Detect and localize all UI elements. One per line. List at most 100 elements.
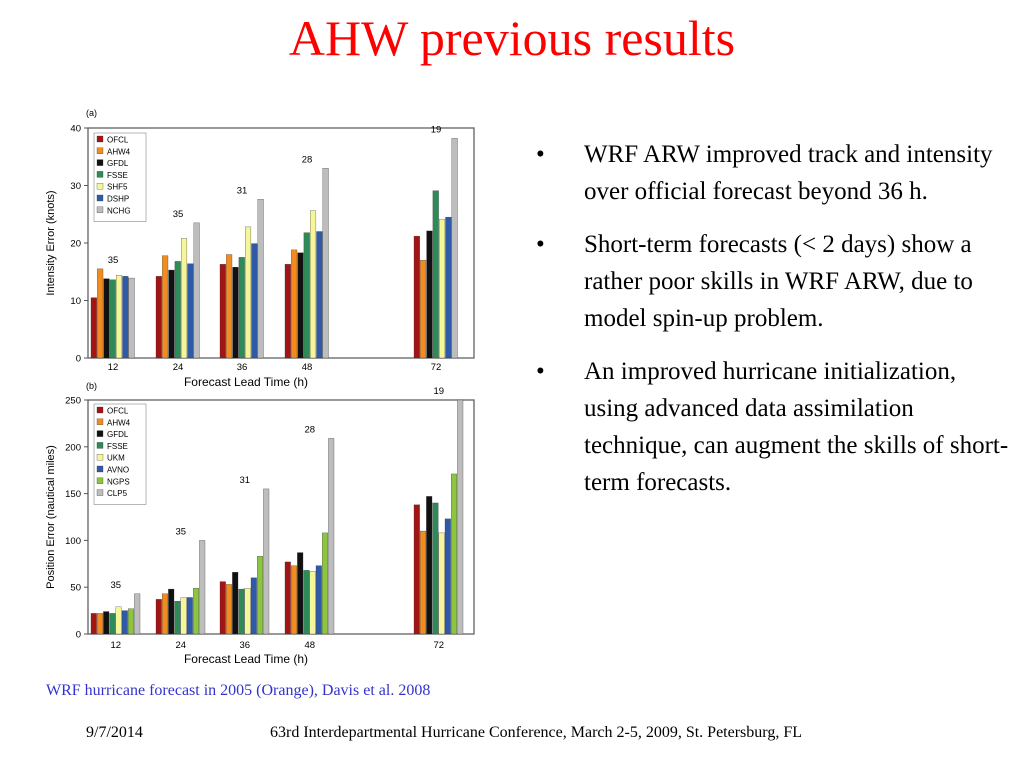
bar-nchg	[193, 222, 200, 359]
bar-ukm	[309, 571, 316, 635]
bar-dshp	[445, 216, 452, 359]
legend-swatch	[96, 442, 104, 449]
bar-gfdl	[168, 588, 175, 635]
bar-fsse	[109, 613, 116, 635]
bar-ahw4	[291, 249, 298, 359]
y-tick-label: 20	[70, 239, 81, 250]
bar-fsse	[109, 279, 116, 359]
legend-label: NCHG	[107, 206, 131, 215]
bar-ngps	[128, 608, 134, 635]
bar-shf5	[181, 238, 188, 359]
bar-ukm	[244, 587, 251, 635]
bar-avno	[186, 597, 193, 635]
bar-ofcl	[413, 235, 420, 359]
sample-count-label: 28	[302, 154, 313, 165]
x-axis-label: Forecast Lead Time (h)	[184, 652, 308, 666]
bar-fsse	[174, 261, 181, 359]
legend-label: GFDL	[107, 430, 129, 439]
bar-ahw4	[97, 268, 104, 359]
bullet-list: • WRF ARW improved track and intensity ov…	[530, 136, 1010, 517]
bar-gfdl	[232, 266, 239, 359]
bar-clp5	[134, 593, 141, 635]
bar-ahw4	[291, 565, 297, 635]
bullet-item: • WRF ARW improved track and intensity ov…	[530, 136, 1010, 210]
legend-label: NGPS	[107, 477, 130, 486]
figure-hurricane-errors: (a) 0 10 20 30 40 Intensity Error (knots) 35 12 3…	[40, 108, 485, 673]
y-tick-label: 200	[65, 442, 81, 453]
legend-label: GFDL	[107, 159, 129, 168]
bar-shf5	[116, 275, 123, 359]
sample-count-label: 35	[111, 580, 122, 591]
bar-ofcl	[155, 276, 162, 359]
bar-fsse	[303, 232, 310, 359]
bar-shf5	[310, 210, 317, 359]
legend-label: CLP5	[107, 489, 128, 498]
x-tick-label: 24	[176, 640, 187, 651]
bar-ahw4	[162, 593, 168, 635]
bar-ngps	[322, 532, 328, 635]
legend-label: AHW4	[107, 147, 131, 156]
y-tick-label: 250	[65, 396, 81, 407]
bar-ahw4	[162, 255, 169, 359]
bar-ofcl	[284, 264, 291, 359]
x-tick-label: 24	[173, 362, 184, 373]
y-tick-label: 10	[70, 296, 81, 307]
legend-label: OFCL	[107, 407, 129, 416]
bar-gfdl	[426, 230, 433, 359]
legend-swatch	[96, 183, 104, 190]
y-axis-label: Position Error (nautical miles)	[45, 445, 57, 589]
legend-label: FSSE	[107, 171, 128, 180]
bar-ofcl	[90, 297, 97, 359]
footer-conference: 63rd Interdepartmental Hurricane Confere…	[270, 724, 802, 741]
bar-ofcl	[284, 561, 291, 635]
bar-ngps	[451, 473, 457, 635]
plot-frame	[87, 127, 475, 359]
bar-avno	[444, 518, 451, 635]
legend-label: OFCL	[107, 136, 129, 145]
bar-ofcl	[155, 599, 162, 635]
bar-shf5	[245, 226, 252, 359]
legend-swatch	[96, 418, 104, 425]
bar-ofcl	[219, 581, 226, 635]
legend-label: FSSE	[107, 442, 128, 451]
bar-nchg	[322, 168, 329, 359]
x-tick-label: 36	[237, 362, 248, 373]
bar-ahw4	[420, 530, 426, 635]
footer-date: 9/7/2014	[86, 724, 143, 741]
x-tick-label: 72	[431, 362, 442, 373]
bullet-text: Short-term forecasts (< 2 days) show a r…	[584, 231, 973, 332]
chart-svg: (a) 0 10 20 30 40 Intensity Error (knots) 35 12 3…	[45, 108, 475, 666]
legend-swatch	[96, 406, 104, 414]
x-tick-label: 72	[434, 640, 445, 651]
bar-ahw4	[226, 254, 233, 359]
bullet-item: • Short-term forecasts (< 2 days) show a …	[530, 226, 1010, 337]
bar-clp5	[457, 399, 464, 635]
bar-dshp	[316, 231, 323, 359]
bullet-icon: •	[536, 141, 545, 168]
legend-label: DSHP	[107, 195, 129, 204]
figure-caption: WRF hurricane forecast in 2005 (Orange),…	[46, 682, 431, 699]
bar-gfdl	[297, 552, 304, 635]
slide-title: AHW previous results	[288, 10, 736, 66]
sample-count-label: 35	[108, 255, 119, 266]
legend-swatch	[96, 430, 104, 437]
bar-fsse	[238, 588, 245, 635]
bar-ukm	[180, 597, 187, 635]
sample-count-label: 19	[434, 386, 445, 397]
legend-swatch	[96, 206, 104, 213]
legend-swatch	[96, 159, 104, 166]
y-tick-label: 100	[65, 536, 81, 547]
bar-clp5	[328, 438, 335, 635]
y-tick-label: 40	[70, 124, 81, 135]
sample-count-label: 28	[305, 424, 316, 435]
bar-gfdl	[426, 496, 433, 635]
legend-swatch	[96, 477, 104, 484]
panel-label: (a)	[86, 108, 97, 118]
bar-ahw4	[97, 613, 103, 635]
y-tick-label: 150	[65, 489, 81, 500]
bullet-icon: •	[536, 358, 545, 385]
x-tick-label: 48	[302, 362, 313, 373]
sample-count-label: 35	[173, 209, 184, 220]
legend-swatch	[96, 147, 104, 154]
bar-avno	[121, 610, 128, 635]
